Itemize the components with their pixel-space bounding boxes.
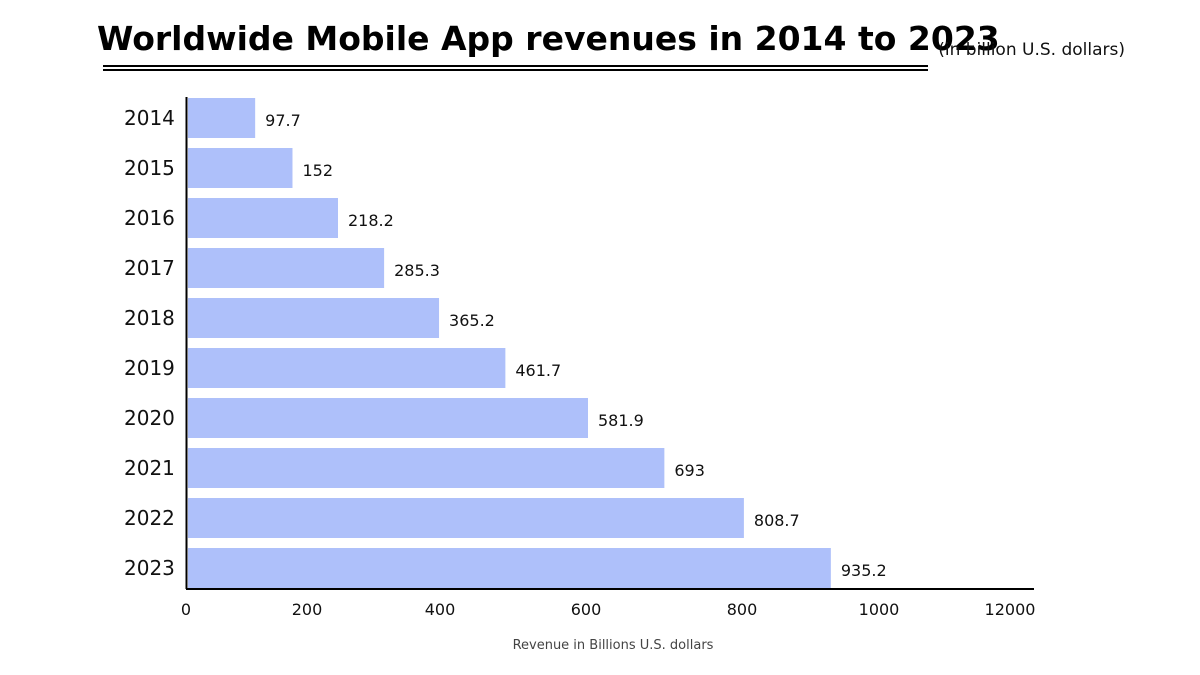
- value-label: 97.7: [265, 111, 301, 130]
- x-tick-label: 600: [571, 600, 602, 619]
- chart-title: Worldwide Mobile App revenues in 2014 to…: [97, 19, 1000, 58]
- bar-2022: [188, 498, 744, 538]
- category-labels: 2014 2015 2016 2017 2018 2019 2020 2021 2022 2023: [124, 106, 175, 580]
- x-tick-label: 12000: [985, 600, 1036, 619]
- value-label: 365.2: [449, 311, 495, 330]
- x-tick-label: 200: [292, 600, 323, 619]
- value-label: 693: [674, 461, 705, 480]
- bar-2019: [188, 348, 506, 388]
- value-label: 935.2: [841, 561, 887, 580]
- bar-2015: [188, 148, 293, 188]
- bar-2017: [188, 248, 385, 288]
- x-tick-label: 1000: [859, 600, 900, 619]
- value-labels: 97.7 152 218.2 285.3 365.2 461.7 581.9 693 808.7…: [265, 111, 887, 580]
- bar-2018: [188, 298, 440, 338]
- category-label: 2014: [124, 106, 175, 130]
- category-label: 2018: [124, 306, 175, 330]
- category-label: 2022: [124, 506, 175, 530]
- category-label: 2017: [124, 256, 175, 280]
- value-label: 285.3: [394, 261, 440, 280]
- x-tick-label: 0: [181, 600, 191, 619]
- value-label: 218.2: [348, 211, 394, 230]
- x-tick-labels: 0 200 400 600 800 1000 12000: [181, 600, 1036, 619]
- category-label: 2021: [124, 456, 175, 480]
- x-tick-label: 400: [425, 600, 456, 619]
- bar-2014: [188, 98, 256, 138]
- category-label: 2015: [124, 156, 175, 180]
- value-label: 152: [302, 161, 333, 180]
- bar-2023: [188, 548, 831, 588]
- bars-group: [188, 98, 831, 588]
- category-label: 2019: [124, 356, 175, 380]
- value-label: 461.7: [515, 361, 561, 380]
- bar-2016: [188, 198, 338, 238]
- bar-2021: [188, 448, 665, 488]
- x-axis-label: Revenue in Billions U.S. dollars: [513, 638, 714, 653]
- x-tick-label: 800: [727, 600, 758, 619]
- category-label: 2023: [124, 556, 175, 580]
- category-label: 2020: [124, 406, 175, 430]
- bar-2020: [188, 398, 588, 438]
- value-label: 808.7: [754, 511, 800, 530]
- chart-subtitle: (in billion U.S. dollars): [938, 40, 1125, 60]
- category-label: 2016: [124, 206, 175, 230]
- value-label: 581.9: [598, 411, 644, 430]
